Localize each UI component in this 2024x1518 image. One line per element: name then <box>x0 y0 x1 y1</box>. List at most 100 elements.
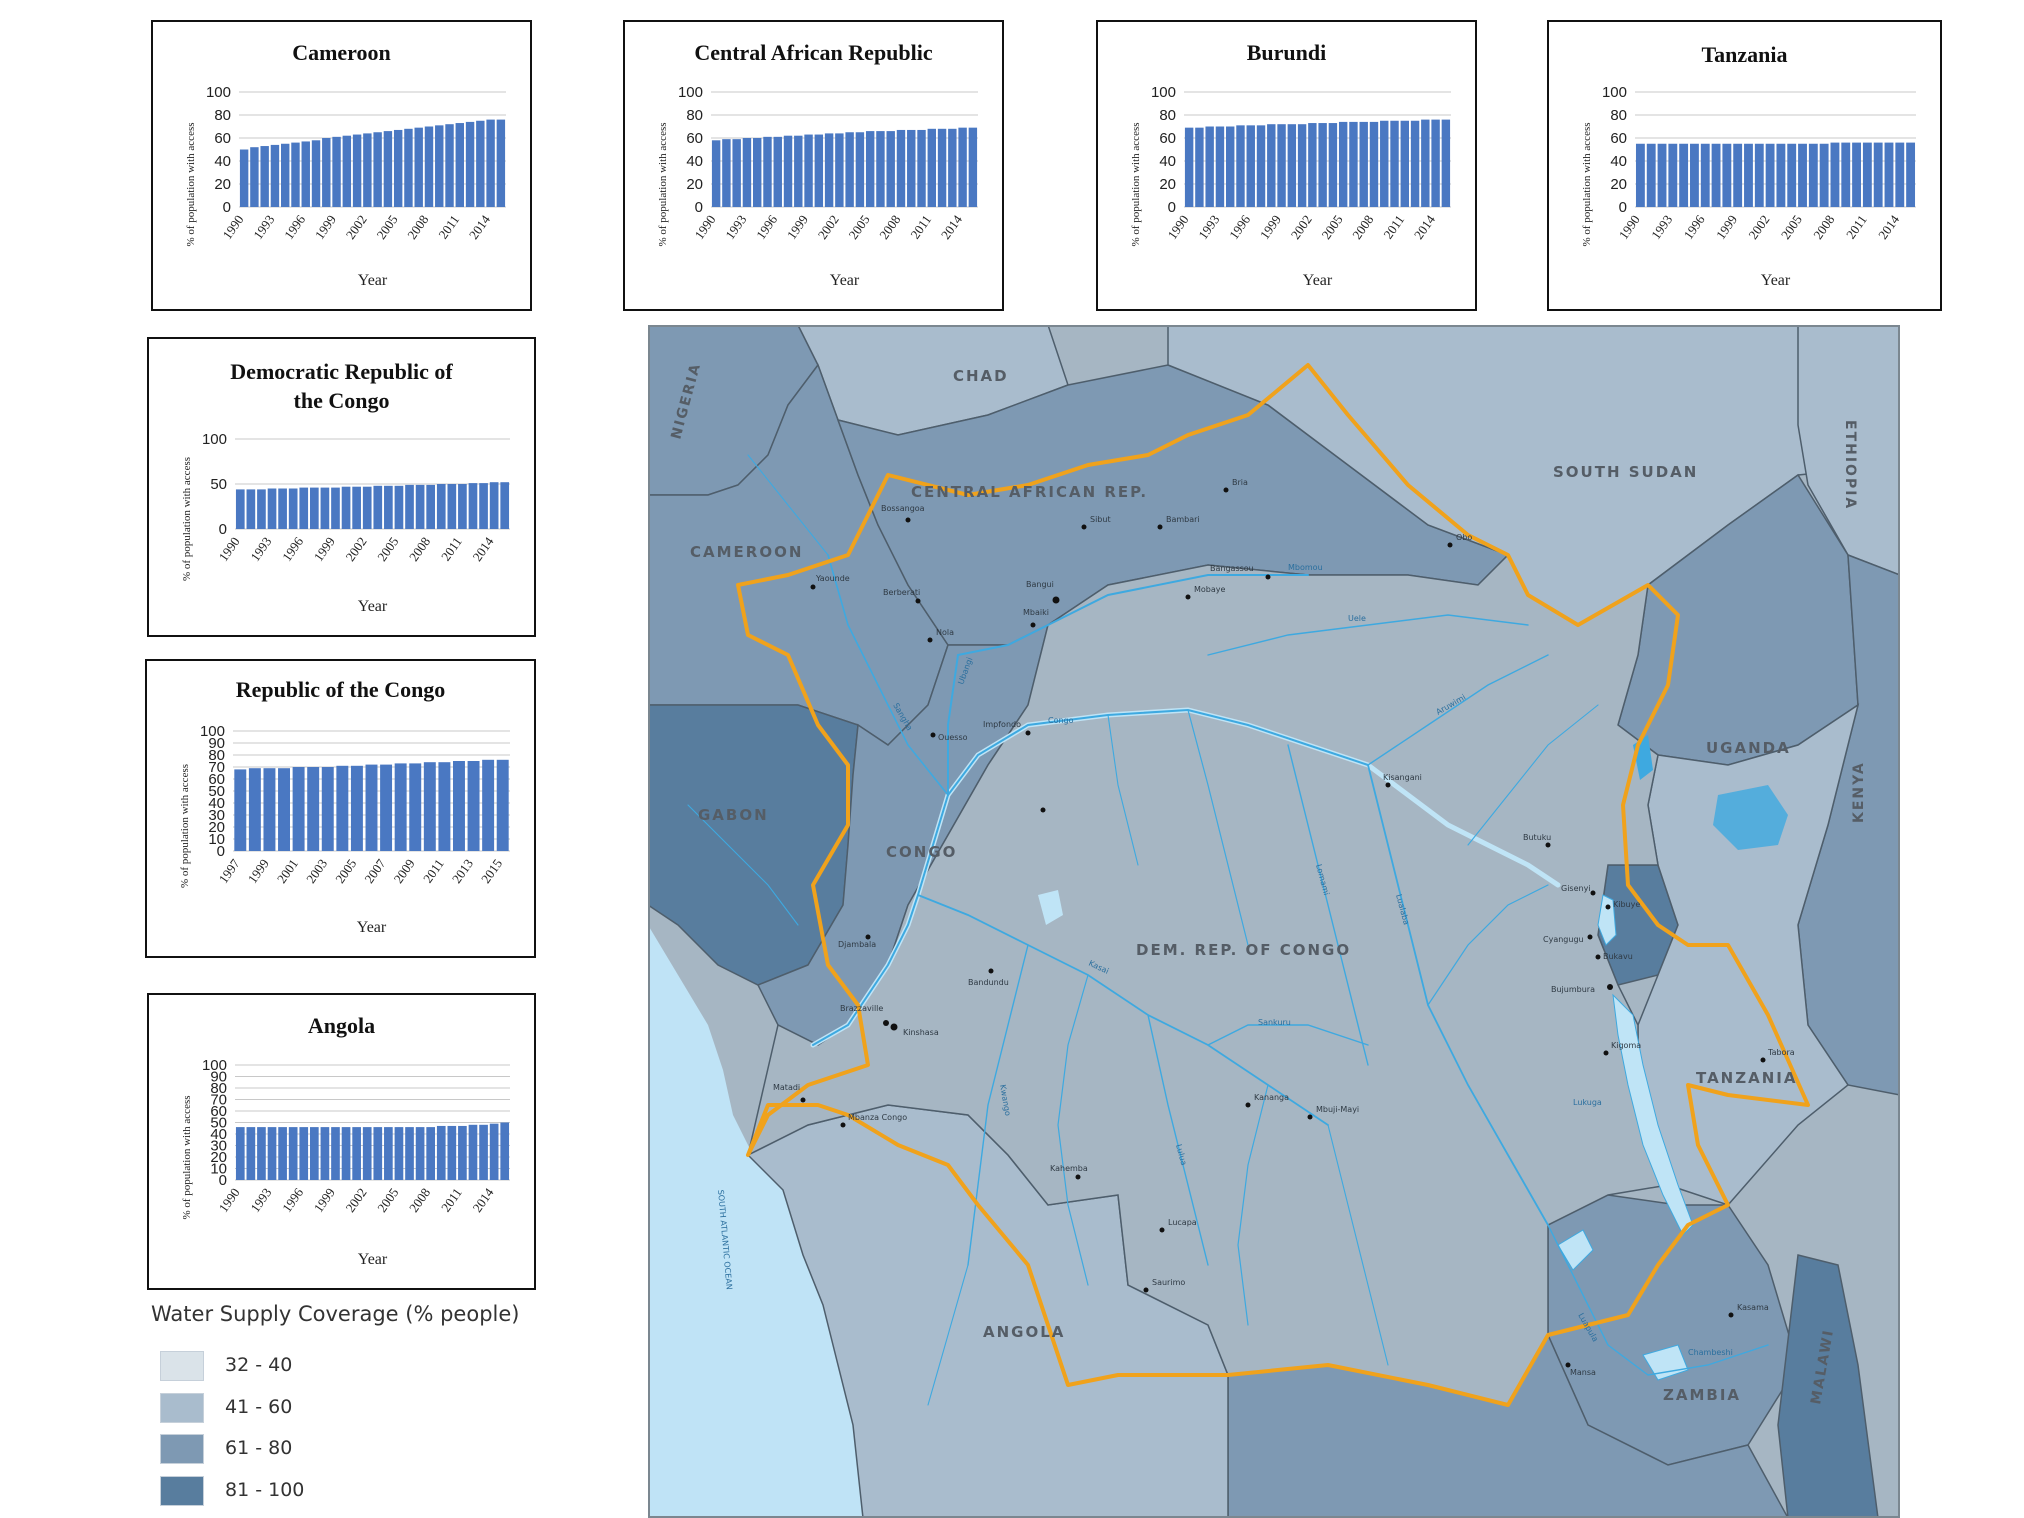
svg-text:Bujumbura: Bujumbura <box>1551 985 1595 994</box>
svg-text:Bambari: Bambari <box>1166 515 1200 524</box>
city-nola: Nola <box>927 628 954 643</box>
river-aruwimi <box>1367 654 1549 766</box>
city-kibuye: Kibuye <box>1605 900 1640 910</box>
bar <box>267 1127 277 1180</box>
x-tick-label: 2002 <box>1288 212 1315 242</box>
bar <box>855 132 865 207</box>
x-tick-label: 1999 <box>1713 212 1740 242</box>
x-tick-label: 2002 <box>815 212 842 242</box>
chart-panel-tanzania: Tanzania 0 20 40 60 80 100 1990 1993 1996 1999 200… <box>1547 20 1942 311</box>
x-tick-label: 2005 <box>845 212 872 242</box>
x-tick-label: 2013 <box>449 856 476 886</box>
chart-panel-burundi: Burundi 0 20 40 60 80 100 1990 1993 1996 1999 2002… <box>1096 20 1477 311</box>
bar <box>468 483 478 529</box>
svg-text:Obo: Obo <box>1456 533 1472 542</box>
bar <box>405 1127 414 1180</box>
bar <box>363 133 372 207</box>
river-chambeshi <box>1647 1344 1769 1376</box>
x-tick-label: 2001 <box>274 856 301 886</box>
x-tick-label: 2002 <box>342 534 369 564</box>
bar <box>447 484 457 529</box>
y-tick-label: 100 <box>1151 84 1176 101</box>
lake-tanganyika <box>1612 993 1694 1236</box>
city-bambari: Bambari <box>1157 515 1200 530</box>
svg-text:Gisenyi: Gisenyi <box>1561 884 1591 893</box>
x-tick-label: 2007 <box>361 856 388 886</box>
x-axis-title: Year <box>358 272 388 289</box>
bar <box>835 133 844 207</box>
chart-panel-republic-of-congo: Republic of the Congo 0 10 20 30 40 50 60 70 80 9… <box>145 659 536 958</box>
bar <box>465 121 475 207</box>
city-mbuji-mayi: Mbuji-Mayi <box>1307 1105 1359 1120</box>
y-axis-title: % of population with access <box>179 764 191 888</box>
bar <box>291 142 300 207</box>
chart-svg: 0 20 40 60 80 100 1990 1993 1996 1999 2002 2005 2008… <box>185 84 506 289</box>
bar <box>423 762 436 851</box>
x-tick-label: 2014 <box>938 212 965 242</box>
svg-text:Bria: Bria <box>1232 478 1248 487</box>
map-label-cameroon: CAMEROON <box>690 543 803 561</box>
x-tick-label: 2005 <box>332 856 359 886</box>
svg-text:Bukavu: Bukavu <box>1603 952 1633 961</box>
bar <box>438 762 451 851</box>
bar <box>436 1125 446 1180</box>
city-impfondo: Impfondo <box>983 720 1031 736</box>
bar <box>307 767 320 851</box>
chart-title: Cameroon <box>292 40 391 65</box>
legend-swatch <box>160 1434 204 1464</box>
svg-text:Bandundu: Bandundu <box>968 978 1009 987</box>
svg-text:Lukuga: Lukuga <box>1573 1098 1602 1107</box>
bar <box>1195 127 1204 207</box>
y-tick-label: 10 <box>208 831 225 848</box>
x-tick-label: 2005 <box>1778 212 1805 242</box>
chart-title: Tanzania <box>1701 42 1788 67</box>
city-butuku: Butuku <box>1523 833 1551 848</box>
y-axis-title: % of population with access <box>185 122 197 246</box>
bar <box>1711 143 1721 207</box>
y-tick-label: 50 <box>210 476 227 493</box>
x-tick-label: 2014 <box>466 212 493 242</box>
x-tick-label: 1990 <box>216 534 243 564</box>
bar <box>404 128 413 207</box>
bar <box>742 138 752 207</box>
x-tick-label: 2014 <box>1411 212 1438 242</box>
ocean <box>648 925 863 1518</box>
bar <box>384 1127 393 1180</box>
city-djambala: Djambala <box>838 934 876 949</box>
bar <box>1267 124 1276 207</box>
svg-text:Mobaye: Mobaye <box>1194 585 1226 594</box>
y-tick-label: 20 <box>686 176 703 193</box>
svg-text:Kigoma: Kigoma <box>1611 1041 1641 1050</box>
bar <box>452 761 465 851</box>
x-tick-label: 2005 <box>374 534 401 564</box>
legend-label: 81 - 100 <box>225 1479 305 1501</box>
legend-swatch <box>160 1476 204 1506</box>
x-tick-label: 1993 <box>722 212 749 242</box>
bar <box>278 1127 287 1180</box>
bar <box>393 129 403 207</box>
svg-text:Chambeshi: Chambeshi <box>1688 1348 1733 1357</box>
map-label-dem-rep-congo: DEM. REP. OF CONGO <box>1136 941 1351 959</box>
y-tick-label: 40 <box>1610 153 1627 170</box>
y-axis-title: % of population with access <box>1130 122 1142 246</box>
legend-label: 61 - 80 <box>225 1437 293 1459</box>
y-tick-label: 100 <box>200 723 225 740</box>
y-tick-label: 10 <box>210 1161 227 1178</box>
x-tick-label: 1997 <box>216 856 243 886</box>
bar <box>824 133 834 207</box>
y-tick-label: 60 <box>1610 130 1627 147</box>
x-tick-label: 1999 <box>311 534 338 564</box>
x-tick-label: 1990 <box>691 212 718 242</box>
x-tick-label: 2011 <box>1380 212 1407 242</box>
bar <box>773 136 782 207</box>
bar <box>896 129 906 207</box>
bar <box>711 140 721 207</box>
x-tick-label: 2005 <box>1318 212 1345 242</box>
chart-svg: 0 20 40 60 80 100 1990 1993 1996 1999 2002 2005 2008… <box>1581 84 1916 289</box>
bar <box>436 484 446 529</box>
congo-basin-map: CHAD SOUTH SUDAN ETHIOPIA NIGERIA CENTRA… <box>648 325 1900 1518</box>
bar <box>278 768 291 851</box>
bar <box>394 485 404 529</box>
y-tick-label: 20 <box>208 819 225 836</box>
